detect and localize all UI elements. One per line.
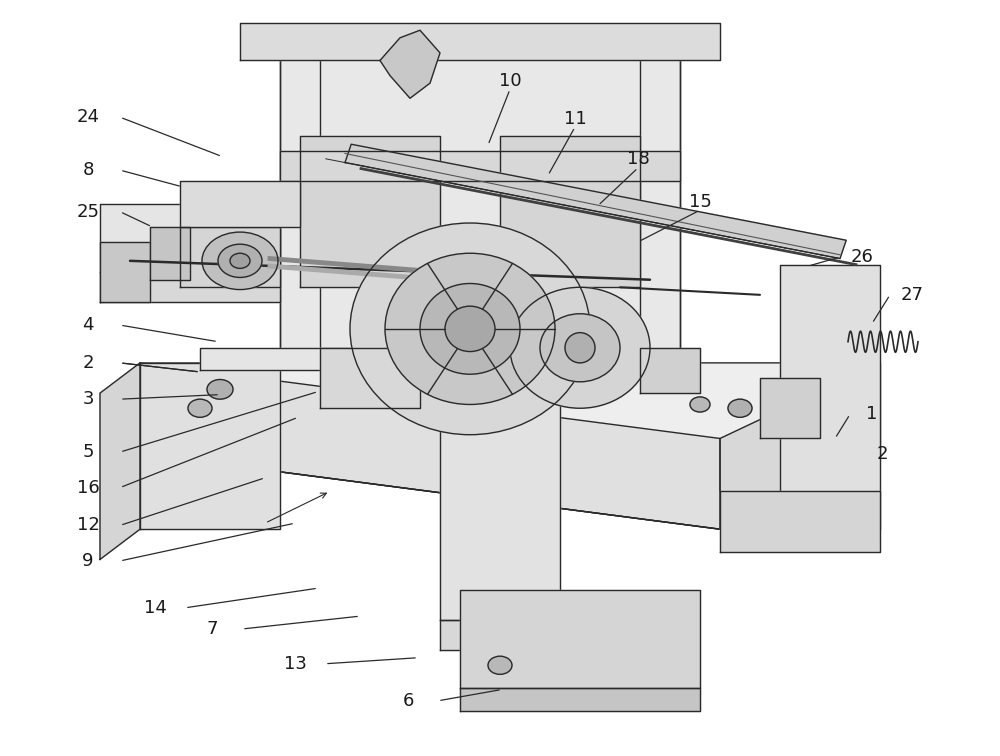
Polygon shape [640,348,700,393]
Text: 4: 4 [82,316,94,334]
Text: 1: 1 [866,405,878,423]
Polygon shape [300,136,440,287]
Polygon shape [140,363,280,529]
Polygon shape [280,30,680,363]
Text: 12: 12 [77,516,99,534]
Text: 26: 26 [851,248,873,266]
Text: 8: 8 [82,161,94,179]
Text: 16: 16 [77,479,99,497]
Text: 13: 13 [284,655,306,673]
Polygon shape [150,227,190,280]
Text: 10: 10 [499,72,521,90]
Text: 6: 6 [402,692,414,710]
Ellipse shape [445,306,495,352]
Circle shape [230,253,250,268]
Circle shape [202,232,278,290]
Text: 3: 3 [82,390,94,408]
Polygon shape [440,620,560,650]
Polygon shape [460,688,700,711]
Polygon shape [460,590,700,688]
Text: 18: 18 [627,150,649,168]
Polygon shape [380,30,440,98]
Circle shape [488,656,512,674]
Text: 14: 14 [144,599,166,617]
Ellipse shape [565,333,595,363]
Text: 7: 7 [206,620,218,638]
Ellipse shape [540,314,620,382]
Text: 27: 27 [900,286,924,304]
Polygon shape [440,363,560,620]
Ellipse shape [385,253,555,404]
Polygon shape [100,242,150,302]
Text: 15: 15 [689,193,711,211]
Polygon shape [720,491,880,552]
Polygon shape [140,363,880,529]
Text: 2: 2 [82,354,94,372]
Text: 11: 11 [564,110,586,128]
Polygon shape [200,348,600,370]
Polygon shape [760,378,820,438]
Polygon shape [100,204,280,272]
Text: 2: 2 [876,445,888,463]
Polygon shape [100,363,140,559]
Polygon shape [320,348,420,408]
Polygon shape [780,265,880,529]
Polygon shape [180,181,300,227]
Text: 24: 24 [76,108,100,126]
Ellipse shape [350,223,590,435]
Polygon shape [720,363,880,529]
Text: 25: 25 [76,203,100,221]
Polygon shape [240,23,720,60]
Polygon shape [100,272,280,302]
Polygon shape [140,363,720,529]
Text: 9: 9 [82,552,94,570]
Polygon shape [280,151,680,181]
Text: 5: 5 [82,443,94,461]
Ellipse shape [420,284,520,374]
Polygon shape [500,136,640,287]
Circle shape [218,244,262,277]
Circle shape [728,399,752,417]
Ellipse shape [510,287,650,408]
Polygon shape [345,144,846,259]
Circle shape [188,399,212,417]
Circle shape [690,397,710,412]
Polygon shape [180,227,280,287]
Circle shape [207,380,233,399]
